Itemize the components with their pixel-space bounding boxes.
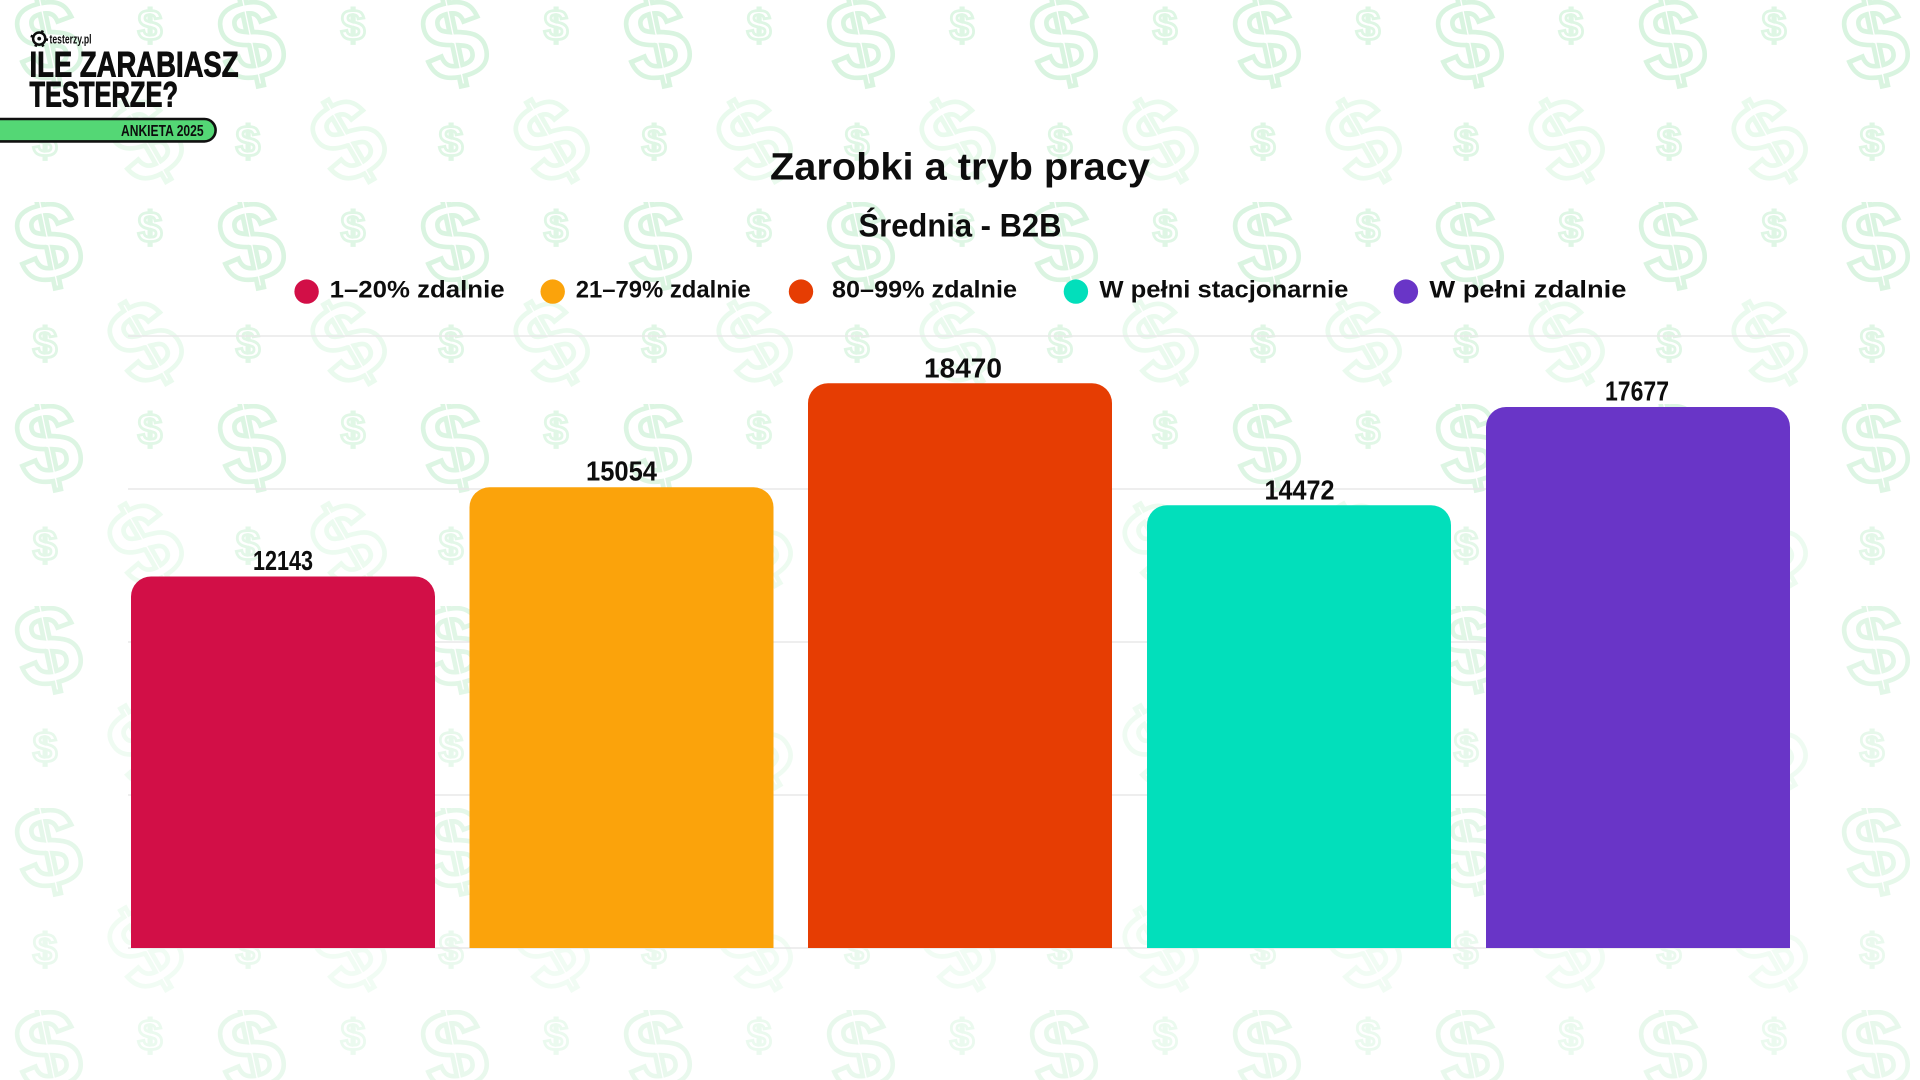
svg-text:Średnia - B2B: Średnia - B2B: [859, 208, 1062, 244]
svg-text:80–99% zdalnie: 80–99% zdalnie: [832, 277, 1017, 304]
svg-text:W pełni stacjonarnie: W pełni stacjonarnie: [1099, 277, 1348, 304]
svg-text:12143: 12143: [253, 545, 313, 576]
svg-text:testerzy.pl: testerzy.pl: [50, 32, 92, 46]
svg-text:18470: 18470: [924, 353, 1002, 384]
svg-text:W pełni zdalnie: W pełni zdalnie: [1429, 277, 1626, 304]
svg-text:ANKIETA 2025: ANKIETA 2025: [121, 123, 204, 140]
svg-text:15054: 15054: [586, 456, 657, 487]
svg-text:1–20% zdalnie: 1–20% zdalnie: [330, 277, 505, 304]
svg-text:21–79% zdalnie: 21–79% zdalnie: [576, 277, 751, 304]
svg-text:14472: 14472: [1265, 474, 1335, 505]
svg-text:TESTERZE?: TESTERZE?: [30, 75, 179, 114]
svg-text:17677: 17677: [1605, 376, 1669, 407]
svg-text:ILE ZARABIASZ: ILE ZARABIASZ: [30, 45, 239, 84]
svg-text:Zarobki a tryb pracy: Zarobki a tryb pracy: [770, 146, 1150, 188]
